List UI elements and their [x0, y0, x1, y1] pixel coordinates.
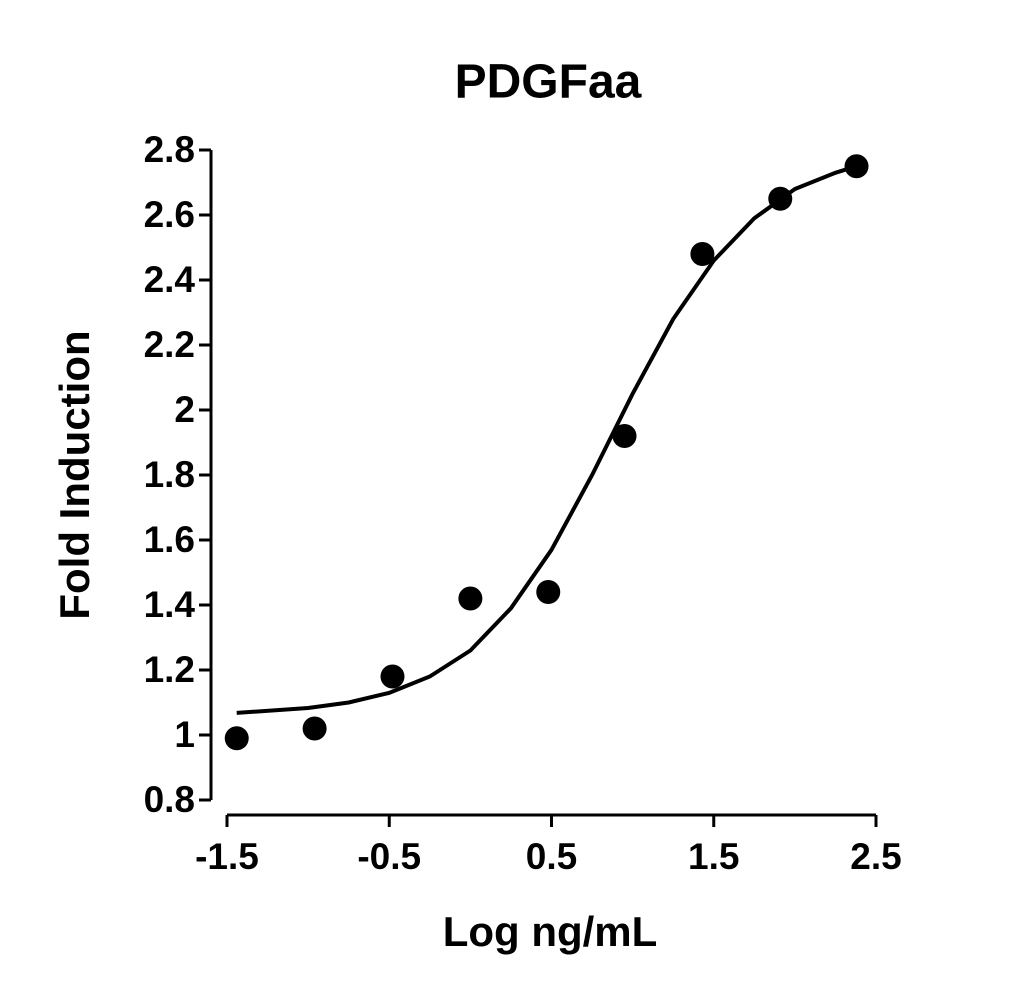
data-point: [380, 664, 405, 689]
data-point: [224, 726, 249, 751]
data-point: [458, 586, 483, 611]
chart-title: PDGFaa: [455, 56, 642, 109]
data-point: [302, 716, 327, 741]
y-tick-label: 1.4: [144, 584, 196, 625]
data-point: [844, 154, 869, 179]
y-tick-label: 2.8: [144, 129, 195, 170]
y-tick-label: 2.6: [144, 194, 195, 235]
x-tick-label: 1.5: [688, 836, 739, 877]
y-tick-label: 2.4: [144, 259, 196, 300]
x-tick-label: -1.5: [195, 836, 259, 877]
y-tick-label: 1: [174, 714, 195, 755]
y-tick-label: 0.8: [144, 779, 195, 820]
y-tick-label: 1.6: [144, 519, 195, 560]
y-tick-label: 2.2: [144, 324, 195, 365]
data-point: [612, 424, 637, 448]
fit-curve: [236, 164, 858, 715]
y-tick-label: 1.8: [144, 454, 195, 495]
y-tick-label: 2: [174, 389, 195, 430]
x-tick-label: 0.5: [526, 836, 577, 877]
y-tick-label: 1.2: [144, 649, 195, 690]
y-axis-label: Fold Induction: [51, 330, 98, 619]
x-axis-label: Log ng/mL: [443, 908, 658, 955]
data-point: [536, 580, 561, 604]
data-point: [690, 242, 715, 266]
x-tick-label: 2.5: [850, 836, 901, 877]
x-tick-label: -0.5: [357, 836, 421, 877]
